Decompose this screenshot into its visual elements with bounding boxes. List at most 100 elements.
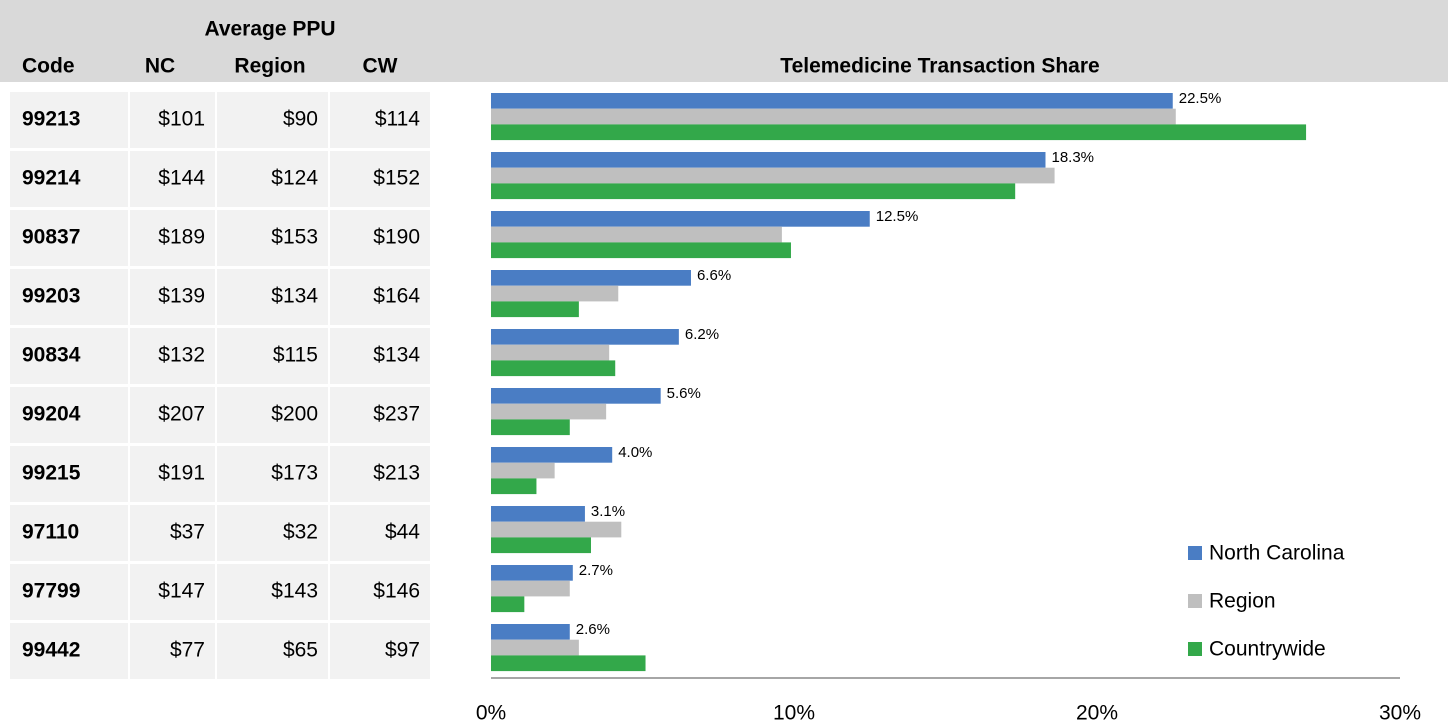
bar <box>491 478 537 495</box>
group-header: Average PPU <box>204 18 335 41</box>
bar <box>491 242 791 259</box>
row-code: 99214 <box>22 167 81 190</box>
legend-label: North Carolina <box>1209 542 1345 565</box>
table-cell <box>130 564 215 620</box>
data-label: 3.1% <box>591 503 625 520</box>
table-cell <box>130 328 215 384</box>
data-label: 5.6% <box>667 385 701 402</box>
table-cell <box>10 623 128 679</box>
bar <box>491 270 691 286</box>
table-cell <box>10 269 128 325</box>
price-cell: $189 <box>158 226 205 249</box>
data-label: 18.3% <box>1051 149 1094 166</box>
table-cell <box>217 210 328 266</box>
table-cell <box>10 505 128 561</box>
bar <box>491 108 1176 125</box>
bar <box>491 360 616 377</box>
data-label: 2.6% <box>576 621 610 638</box>
bar <box>491 537 591 554</box>
table-cell <box>10 328 128 384</box>
data-label: 22.5% <box>1179 90 1222 107</box>
price-cell: $207 <box>158 403 205 426</box>
price-cell: $213 <box>373 462 420 485</box>
bar <box>491 211 870 227</box>
table-cell <box>330 328 430 384</box>
bar <box>491 301 579 318</box>
legend-label: Region <box>1209 590 1276 613</box>
table-cell <box>330 151 430 207</box>
table-cell <box>217 564 328 620</box>
price-cell: $144 <box>158 167 205 190</box>
price-cell: $146 <box>373 580 420 603</box>
x-tick-label: 30% <box>1379 702 1421 725</box>
table-cell <box>130 92 215 148</box>
bar <box>491 152 1046 168</box>
bar <box>491 639 579 656</box>
bar <box>491 580 570 597</box>
bar <box>491 403 607 420</box>
price-cell: $114 <box>375 108 420 131</box>
price-cell: $173 <box>271 462 318 485</box>
data-label: 6.2% <box>685 326 719 343</box>
table-cell <box>130 151 215 207</box>
table-cell <box>10 92 128 148</box>
bar <box>491 329 679 345</box>
table-cell <box>217 387 328 443</box>
bar <box>491 124 1307 141</box>
chart-title: Telemedicine Transaction Share <box>780 55 1099 78</box>
bar <box>491 596 525 613</box>
bar <box>491 167 1055 184</box>
price-cell: $200 <box>271 403 318 426</box>
table-cell <box>217 505 328 561</box>
price-cell: $124 <box>271 167 318 190</box>
bar <box>491 447 613 463</box>
data-label: 12.5% <box>876 208 919 225</box>
price-cell: $153 <box>271 226 318 249</box>
price-cell: $37 <box>170 521 205 544</box>
table-cell <box>217 92 328 148</box>
bar <box>491 624 570 640</box>
row-code: 99204 <box>22 403 81 426</box>
table-cell <box>330 446 430 502</box>
bar <box>491 521 622 538</box>
legend-swatch <box>1188 594 1202 608</box>
row-code: 97799 <box>22 580 80 603</box>
bar <box>491 93 1173 109</box>
table-cell <box>330 387 430 443</box>
price-cell: $90 <box>283 108 318 131</box>
column-header: CW <box>363 55 398 78</box>
table-cell <box>217 151 328 207</box>
price-cell: $190 <box>373 226 420 249</box>
bar <box>491 285 619 302</box>
table-cell <box>330 505 430 561</box>
table-cell <box>10 564 128 620</box>
price-cell: $152 <box>373 167 420 190</box>
table-cell <box>330 564 430 620</box>
x-tick-label: 0% <box>476 702 506 725</box>
table-cell <box>330 269 430 325</box>
bar <box>491 344 610 361</box>
bar <box>491 506 585 522</box>
price-cell: $139 <box>158 285 205 308</box>
bar <box>491 183 1016 200</box>
table-cell <box>10 446 128 502</box>
bar <box>491 565 573 581</box>
table-cell <box>130 210 215 266</box>
table-cell <box>330 623 430 679</box>
legend-swatch <box>1188 546 1202 560</box>
price-cell: $32 <box>283 521 318 544</box>
table-cell <box>330 210 430 266</box>
table-cell <box>217 623 328 679</box>
bar <box>491 226 782 243</box>
bar <box>491 388 661 404</box>
table-cell <box>10 151 128 207</box>
data-label: 2.7% <box>579 562 613 579</box>
table-cell <box>130 269 215 325</box>
price-cell: $44 <box>385 521 420 544</box>
table-cell <box>217 328 328 384</box>
table-cell <box>130 623 215 679</box>
table-cell <box>10 210 128 266</box>
row-code: 99442 <box>22 639 80 662</box>
